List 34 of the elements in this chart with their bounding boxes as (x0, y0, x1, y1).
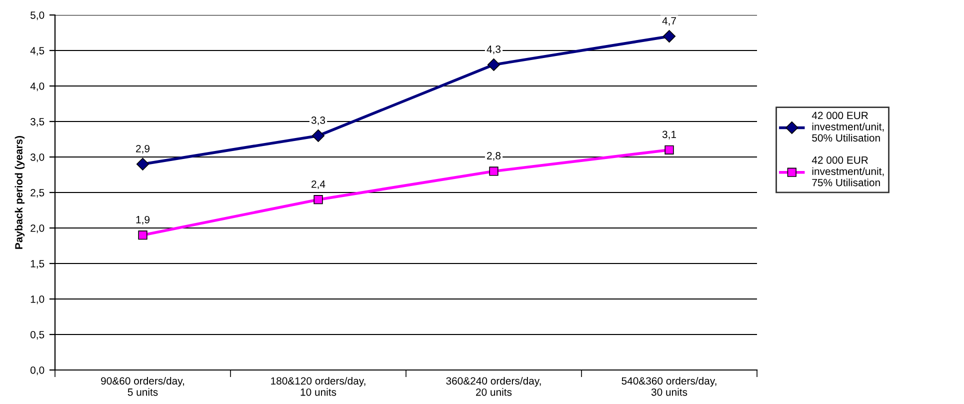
x-tick-label: 180&120 orders/day, 10 units (271, 376, 366, 396)
y-tick-label: 4,5 (30, 47, 44, 56)
point (312, 129, 325, 142)
data-label: 2,8 (487, 152, 501, 161)
data-label: 1,9 (136, 216, 150, 225)
data-label: 3,3 (311, 116, 326, 126)
point (662, 30, 676, 43)
data-label: 4,3 (486, 46, 501, 54)
y-tick-label: 0,0 (30, 366, 44, 376)
y-tick-label: 0,5 (30, 331, 44, 340)
y-tick-label: 2,5 (30, 189, 44, 198)
y-tick-label: 1,0 (30, 296, 44, 304)
data-label: 2,9 (136, 144, 150, 154)
data-label: 4,7 (662, 17, 676, 26)
y-tick-label: 2,0 (30, 224, 44, 234)
y-axis-title: Payback period (years) (14, 136, 25, 249)
x-tick-label: 360&240 orders/day, 20 units (446, 376, 541, 396)
point (664, 145, 674, 154)
y-tick-label: 5,0 (30, 12, 44, 20)
x-tick-label: 540&360 orders/day, 30 units (622, 376, 716, 396)
point (487, 58, 500, 72)
legend-label: 42 000 EUR investment/unit, 50% Utilisation (812, 112, 884, 142)
y-tick-label: 4,0 (30, 82, 44, 92)
y-tick-label: 3,0 (30, 154, 44, 162)
data-label: 3,1 (662, 130, 676, 140)
legend-label: 42 000 EUR investment/unit, 75% Utilisation (812, 156, 884, 186)
point (138, 230, 148, 240)
point (136, 158, 150, 170)
point (489, 166, 498, 176)
x-tick-label: 90&60 orders/day, 5 units (101, 376, 184, 396)
y-tick-label: 1,5 (30, 260, 44, 269)
y-tick-label: 3,5 (30, 118, 44, 127)
data-label: 2,4 (312, 180, 326, 190)
point (314, 195, 323, 204)
